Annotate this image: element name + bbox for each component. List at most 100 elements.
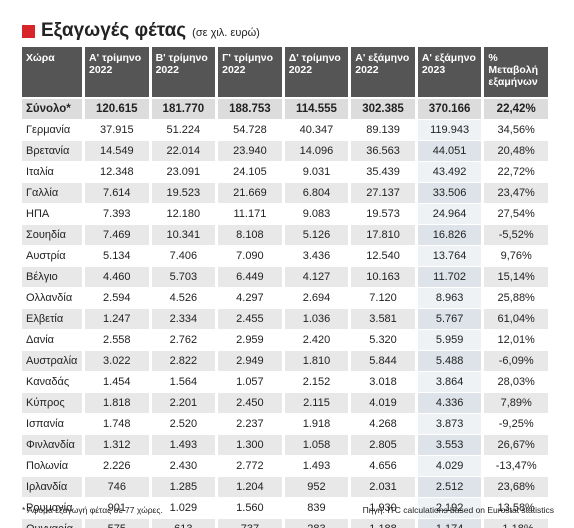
value-cell: 1.493 [284, 456, 349, 477]
value-cell: 2.949 [218, 351, 282, 372]
country-cell: Βρετανία [22, 141, 82, 162]
value-cell: 1.174 [417, 519, 482, 528]
table-row: Φινλανδία 1.312 1.493 1.300 1.058 2.805 3.553 2… [22, 435, 548, 456]
column-header: Χώρα [22, 47, 82, 97]
value-cell: 11.702 [417, 267, 482, 288]
value-cell: 5.844 [351, 351, 415, 372]
value-cell: 1.204 [218, 477, 282, 498]
value-cell: 1.493 [151, 435, 216, 456]
value-cell: 36.563 [351, 141, 415, 162]
value-cell: 12.540 [351, 246, 415, 267]
value-cell: 27,54% [484, 204, 548, 225]
value-cell: 5.767 [417, 309, 482, 330]
value-cell: 3.018 [351, 372, 415, 393]
value-cell: 21.669 [218, 183, 282, 204]
value-cell: 1.058 [284, 435, 349, 456]
value-cell: 2.822 [151, 351, 216, 372]
value-cell: 2.450 [218, 393, 282, 414]
footnote: * Αφορά εξαγωγή φέτας σε 77 χώρες. [22, 505, 163, 515]
value-cell: 23.091 [151, 162, 216, 183]
value-cell: 8.108 [218, 225, 282, 246]
title-block: Εξαγωγές φέτας (σε χιλ. ευρώ) [22, 20, 260, 42]
table-row: Ισπανία 1.748 2.520 2.237 1.918 4.268 3.873 -9,… [22, 414, 548, 435]
value-cell: 20,48% [484, 141, 548, 162]
value-cell: 7.469 [85, 225, 149, 246]
column-header: Α' εξάμηνο 2022 [351, 47, 415, 97]
value-cell: 2.959 [218, 330, 282, 351]
value-cell: 51.224 [151, 120, 216, 141]
value-cell: 2.512 [417, 477, 482, 498]
table-row: Ουγγαρία5756137372831.1881.174-1,18% [22, 519, 548, 528]
value-cell: 2.762 [151, 330, 216, 351]
value-cell: 3.581 [351, 309, 415, 330]
table-row: Πολωνία 2.226 2.430 2.772 1.493 4.656 4.029 -13… [22, 456, 548, 477]
data-table: Χώρα Α' τρίμηνο 2022 Β' τρίμηνο 2022 Γ' τρί… [19, 47, 551, 528]
value-cell: 1.818 [85, 393, 149, 414]
country-cell: Ιταλία [22, 162, 82, 183]
value-cell: 14.096 [284, 141, 349, 162]
value-cell: 2.334 [151, 309, 216, 330]
table-row: Γερμανία 37.915 51.224 54.728 40.347 89.139 11… [22, 120, 548, 141]
value-cell: -1,18% [484, 519, 548, 528]
value-cell: 34,56% [484, 120, 548, 141]
column-header: % Μεταβολή εξαμήνων [484, 47, 548, 97]
table-row: Αυστρία 5.134 7.406 7.090 3.436 12.540 13.764 9… [22, 246, 548, 267]
value-cell: 24.105 [218, 162, 282, 183]
value-cell: 35.439 [351, 162, 415, 183]
table-row: Καναδάς 1.454 1.564 1.057 2.152 3.018 3.864 28,… [22, 372, 548, 393]
value-cell: 40.347 [284, 120, 349, 141]
value-cell: 5.126 [284, 225, 349, 246]
value-cell: 4.268 [351, 414, 415, 435]
value-cell: 2.520 [151, 414, 216, 435]
value-cell: 13,58% [484, 498, 548, 519]
value-cell: 3.553 [417, 435, 482, 456]
value-cell: 2.237 [218, 414, 282, 435]
country-cell: Ισπανία [22, 414, 82, 435]
value-cell: 1.312 [85, 435, 149, 456]
country-cell: Αυστρία [22, 246, 82, 267]
value-cell: 5.703 [151, 267, 216, 288]
value-cell: 370.166 [417, 97, 482, 120]
country-cell: Γαλλία [22, 183, 82, 204]
table-row: Αυστραλία 3.022 2.822 2.949 1.810 5.844 5.488-… [22, 351, 548, 372]
value-cell: 2.694 [284, 288, 349, 309]
value-cell: 5.488 [417, 351, 482, 372]
value-cell: 2.420 [284, 330, 349, 351]
value-cell: 16.826 [417, 225, 482, 246]
value-cell: 2.115 [284, 393, 349, 414]
value-cell: 37.915 [85, 120, 149, 141]
column-header: Α' εξάμηνο 2023 [417, 47, 482, 97]
value-cell: 6.804 [284, 183, 349, 204]
value-cell: 5.959 [417, 330, 482, 351]
value-cell: 89.139 [351, 120, 415, 141]
value-cell: 1.036 [284, 309, 349, 330]
value-cell: 33.506 [417, 183, 482, 204]
value-cell: 188.753 [218, 97, 282, 120]
value-cell: 19.573 [351, 204, 415, 225]
country-cell: Φινλανδία [22, 435, 82, 456]
value-cell: 2.594 [85, 288, 149, 309]
value-cell: 2.805 [351, 435, 415, 456]
table-row: Ιταλία 12.348 23.091 24.105 9.031 35.439 43.49… [22, 162, 548, 183]
value-cell: 901 [85, 498, 149, 519]
value-cell: 5.134 [85, 246, 149, 267]
value-cell: 22,42% [484, 97, 548, 120]
value-cell: 2.455 [218, 309, 282, 330]
value-cell: 120.615 [85, 97, 149, 120]
value-cell: 6.449 [218, 267, 282, 288]
column-header: Α' τρίμηνο 2022 [85, 47, 149, 97]
country-cell: Ολλανδία [22, 288, 82, 309]
value-cell: 283 [284, 519, 349, 528]
country-cell: Ιρλανδία [22, 477, 82, 498]
country-cell: ΗΠΑ [22, 204, 82, 225]
title: Εξαγωγές φέτας [41, 20, 187, 41]
value-cell: 4.127 [284, 267, 349, 288]
table-row: Σουηδία 7.469 10.341 8.108 5.126 17.810 16.826… [22, 225, 548, 246]
value-cell: 575 [85, 519, 149, 528]
value-cell: 44.051 [417, 141, 482, 162]
table-row: Σύνολο* 120.615 181.770 188.753 114.555 302.3… [22, 97, 548, 120]
country-cell: Γερμανία [22, 120, 82, 141]
value-cell: 2.772 [218, 456, 282, 477]
country-cell: Καναδάς [22, 372, 82, 393]
